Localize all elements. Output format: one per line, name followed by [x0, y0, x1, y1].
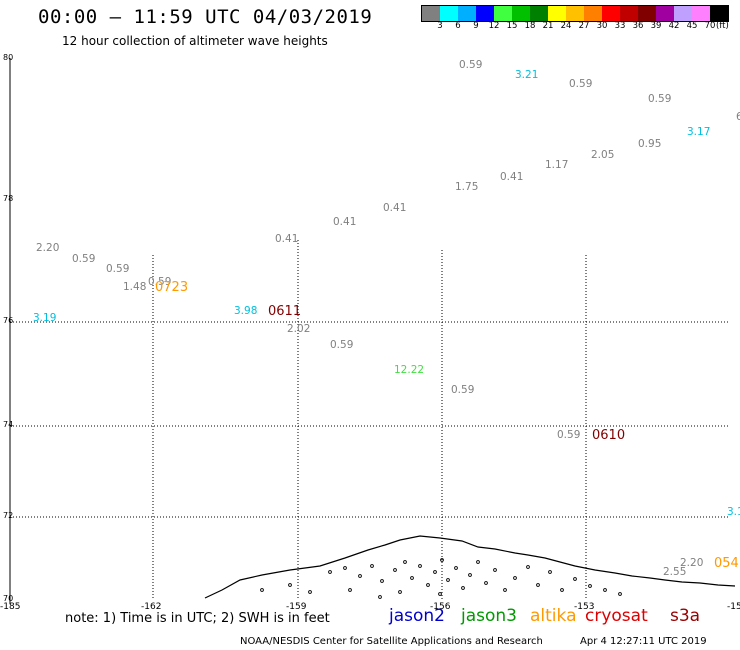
wave-height-label: 0.41	[275, 233, 298, 245]
color-swatch	[476, 6, 494, 21]
color-swatch	[620, 6, 638, 21]
color-tick-label: 36	[632, 21, 644, 31]
color-swatch	[638, 6, 656, 21]
longitude-label: -159	[286, 602, 307, 612]
wave-height-label: 3.1	[727, 506, 740, 518]
wave-height-label: 0.59	[648, 93, 671, 105]
wave-height-label: 0.41	[333, 216, 356, 228]
latitude-label: 80	[3, 53, 13, 62]
wave-height-label: 0.59	[557, 429, 580, 441]
wave-height-label: 0.59	[459, 59, 482, 71]
color-swatch	[656, 6, 674, 21]
wave-height-label: 0.41	[383, 202, 406, 214]
color-swatch	[674, 6, 692, 21]
color-tick-label: 30	[596, 21, 608, 31]
wave-height-label: 0.41	[500, 171, 523, 183]
wave-height-label: 0.59	[569, 78, 592, 90]
footer-timestamp: Apr 4 12:27:11 UTC 2019	[580, 636, 707, 647]
latitude-label: 76	[3, 316, 13, 325]
longitude-label: -162	[141, 602, 161, 612]
coastal-islands	[260, 558, 622, 599]
latitude-label: 72	[3, 511, 13, 520]
latitude-label: 70	[3, 594, 13, 603]
page-title: 00:00 – 11:59 UTC 04/03/2019	[38, 6, 373, 28]
wave-height-label: 0.59	[72, 253, 95, 265]
pass-time-label: 0723	[155, 280, 188, 295]
legend-jason3: jason3	[461, 606, 517, 626]
color-tick-label: 45	[686, 21, 698, 31]
wave-height-label: 0.59	[451, 384, 474, 396]
color-swatch	[440, 6, 458, 21]
coastline	[204, 535, 736, 599]
color-swatch	[602, 6, 620, 21]
color-swatch	[692, 6, 710, 21]
color-tick-label: 42	[668, 21, 680, 31]
wave-height-label: 1.17	[545, 159, 568, 171]
legend-s3a: s3a	[670, 606, 701, 626]
color-tick-label: 18	[524, 21, 536, 31]
color-swatch	[566, 6, 584, 21]
wave-height-label: 2.05	[591, 149, 614, 161]
wave-height-label: 1.48	[123, 281, 146, 293]
wave-height-label: 0.59	[148, 276, 171, 288]
color-tick-label: 3	[437, 21, 443, 31]
legend-jason2: jason2	[389, 606, 445, 626]
color-scale-bar	[421, 5, 729, 22]
note-text: note: 1) Time is in UTC; 2) SWH is in fe…	[65, 611, 330, 626]
color-tick-label: 15	[506, 21, 518, 31]
longitude-label: -156	[430, 602, 451, 612]
wave-height-label: 1.75	[455, 181, 478, 193]
color-swatch	[530, 6, 548, 21]
color-scale-ticks: 3 6 9 12 15 18 21 24 27 30 33 36 39 42 45 70	[421, 21, 731, 33]
latitude-label: 78	[3, 194, 13, 203]
color-swatch	[458, 6, 476, 21]
latitude-label: 74	[3, 420, 13, 429]
longitude-label: -185	[0, 602, 20, 612]
color-scale-unit: (ft)	[716, 21, 729, 31]
color-swatch	[422, 6, 440, 21]
wave-height-label: 3.98	[234, 305, 257, 317]
wave-height-label: 0.95	[638, 138, 661, 150]
color-swatch	[548, 6, 566, 21]
wave-height-label: 2.55	[663, 566, 686, 578]
wave-height-label: 6	[736, 111, 740, 123]
pass-time-label: 054	[714, 556, 739, 571]
longitude-label: -150	[727, 602, 740, 612]
color-swatch	[512, 6, 530, 21]
page-subtitle: 12 hour collection of altimeter wave hei…	[62, 34, 328, 48]
wave-height-label: 3.19	[33, 312, 56, 324]
pass-time-label: 0610	[592, 428, 625, 443]
longitude-label: -153	[574, 602, 594, 612]
wave-height-label: 2.02	[287, 323, 310, 335]
footer-credit: NOAA/NESDIS Center for Satellite Applica…	[240, 636, 543, 647]
legend-altika: altika	[530, 606, 577, 626]
color-tick-label: 27	[578, 21, 590, 31]
wave-height-label: 3.17	[687, 126, 710, 138]
color-tick-label: 33	[614, 21, 626, 31]
wave-height-label: 2.20	[680, 557, 703, 569]
color-tick-label: 9	[473, 21, 479, 31]
wave-height-label: 2.20	[36, 242, 59, 254]
wave-height-label: 0.59	[330, 339, 353, 351]
color-tick-label: 6	[455, 21, 461, 31]
color-tick-label: 12	[488, 21, 500, 31]
color-swatch	[710, 6, 728, 21]
color-swatch	[494, 6, 512, 21]
color-tick-label: 21	[542, 21, 554, 31]
wave-height-label: 0.59	[106, 263, 129, 275]
legend-cryosat: cryosat	[585, 606, 648, 626]
color-tick-label: 70	[704, 21, 716, 31]
pass-time-label: 0611	[268, 304, 301, 319]
wave-height-label: 3.21	[515, 69, 538, 81]
color-tick-label: 24	[560, 21, 572, 31]
color-swatch	[584, 6, 602, 21]
wave-height-label: 12.22	[394, 364, 424, 376]
color-tick-label: 39	[650, 21, 662, 31]
